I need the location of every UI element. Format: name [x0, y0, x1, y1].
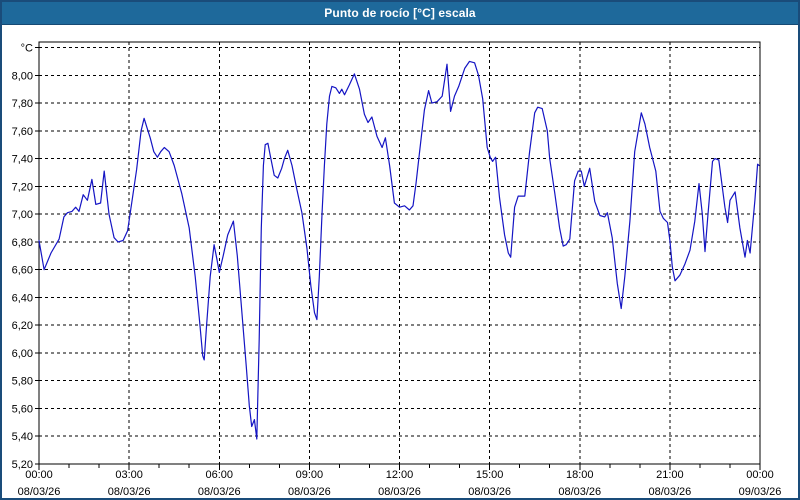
x-axis-time-label: 15:00 — [476, 469, 504, 481]
y-axis-label: 6,20 — [12, 320, 33, 332]
window-title: Punto de rocío [°C] escala — [324, 6, 476, 20]
window-titlebar[interactable]: Punto de rocío [°C] escala — [2, 2, 798, 25]
x-axis-date-label: 08/03/26 — [18, 486, 61, 498]
x-axis-time-label: 00:00 — [25, 469, 53, 481]
y-axis-label: 6,40 — [12, 292, 33, 304]
y-axis-label: 7,20 — [12, 181, 33, 193]
y-axis-label: 7,80 — [12, 98, 33, 110]
x-axis-date-label: 08/03/26 — [198, 486, 241, 498]
x-axis-date-label: 08/03/26 — [378, 486, 421, 498]
y-axis-unit-label: °C — [21, 43, 33, 55]
x-axis-time-label: 00:00 — [746, 469, 774, 481]
y-axis-label: 7,40 — [12, 154, 33, 166]
y-axis-label: 6,60 — [12, 265, 33, 277]
x-axis-time-label: 12:00 — [386, 469, 414, 481]
x-axis-time-label: 21:00 — [656, 469, 684, 481]
y-axis-label: 6,00 — [12, 348, 33, 360]
x-axis-time-label: 06:00 — [205, 469, 233, 481]
y-axis-label: 5,40 — [12, 431, 33, 443]
x-axis-time-label: 03:00 — [115, 469, 143, 481]
y-axis-label: 7,00 — [12, 209, 33, 221]
x-axis-date-label: 08/03/26 — [558, 486, 601, 498]
x-axis-date-label: 08/03/26 — [288, 486, 331, 498]
dewpoint-series-line — [38, 60, 760, 440]
y-axis-label: 5,80 — [12, 376, 33, 388]
x-axis-date-label: 08/03/26 — [108, 486, 151, 498]
x-axis-date-label: 08/03/26 — [648, 486, 691, 498]
chart-area: 5,20 5,40 5,60 5,80 6,00 6,20 6,40 6,60 6,80 7,00… — [2, 25, 798, 498]
y-axis-label: 6,80 — [12, 237, 33, 249]
y-axis-label: 7,60 — [12, 126, 33, 138]
x-axis-time-label: 18:00 — [566, 469, 594, 481]
x-axis-date-label: 08/03/26 — [468, 486, 511, 498]
x-axis-time-label: 09:00 — [296, 469, 324, 481]
x-axis-date-label: 09/03/26 — [739, 486, 782, 498]
y-axis-label: 5,60 — [12, 403, 33, 415]
y-axis-label: 8,00 — [12, 70, 33, 82]
y-axis-label: 5,20 — [12, 459, 33, 471]
dewpoint-chart-canvas: 5,20 5,40 5,60 5,80 6,00 6,20 6,40 6,60 6,80 7,00… — [12, 41, 782, 498]
